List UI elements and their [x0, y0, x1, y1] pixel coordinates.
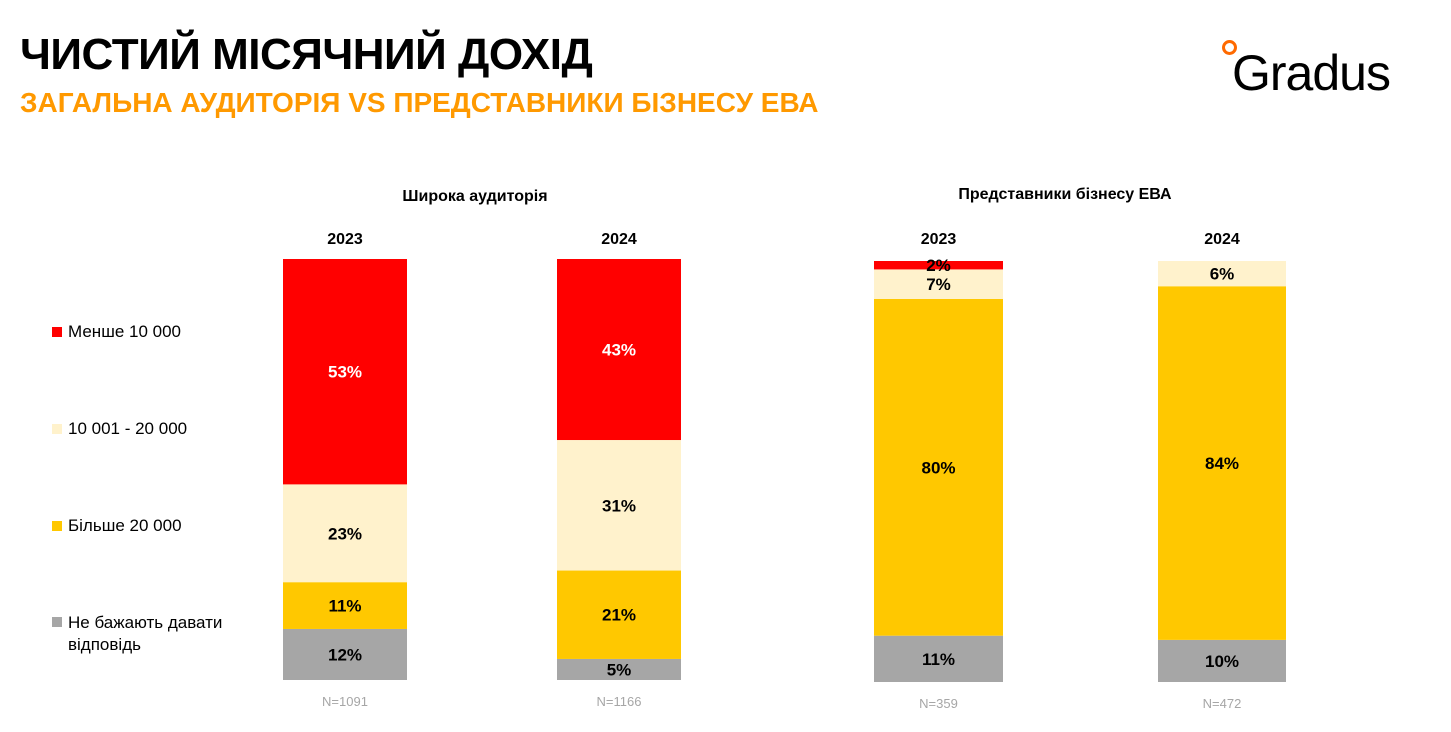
data-label: 10% — [1205, 652, 1239, 671]
legend-label: Менше 10 000 — [68, 322, 182, 341]
legend-swatch — [52, 424, 62, 434]
legend-item: Менше 10 000 — [52, 322, 181, 342]
bar-segment — [557, 259, 681, 441]
bar-segment — [874, 635, 1003, 682]
group-title-business: Представники бізнесу ЕВА — [958, 186, 1172, 203]
group-title-broad: Широка аудиторія — [402, 188, 548, 205]
x-tick-label: 2023 — [327, 231, 363, 248]
bar-segment — [283, 582, 407, 629]
legend-item: Більше 20 000 — [52, 516, 182, 536]
data-label: 7% — [926, 275, 951, 294]
legend-item: Не бажають давати відповідь — [52, 612, 252, 656]
data-label: 11% — [922, 650, 955, 669]
logo-dot-icon — [1222, 40, 1237, 55]
data-label: 21% — [602, 606, 636, 625]
sample-size-label: N=359 — [919, 696, 958, 711]
bar-segment — [283, 259, 407, 485]
x-tick-label: 2024 — [1204, 231, 1240, 248]
gradus-logo: Gradus — [1222, 40, 1432, 110]
x-tick-label: 2023 — [921, 231, 957, 248]
legend-swatch — [52, 617, 62, 627]
bar-segment — [557, 570, 681, 659]
data-label: 11% — [328, 597, 361, 616]
data-label: 80% — [921, 458, 955, 477]
bar-segment — [557, 658, 681, 680]
data-label: 84% — [1205, 454, 1239, 473]
bar-segment — [874, 298, 1003, 636]
data-label: 12% — [328, 645, 362, 664]
bar-segment — [874, 269, 1003, 299]
legend-label: Більше 20 000 — [68, 516, 182, 535]
x-tick-label: 2024 — [601, 231, 637, 248]
bar-segment — [1158, 261, 1286, 287]
legend-swatch — [52, 327, 62, 337]
data-label: 6% — [1210, 265, 1235, 284]
bar-segment — [283, 628, 407, 680]
legend-label: 10 001 - 20 000 — [68, 419, 188, 438]
bar-segment — [1158, 286, 1286, 640]
bar-segment — [874, 261, 1003, 270]
legend-swatch — [52, 521, 62, 531]
page-subtitle: ЗАГАЛЬНА АУДИТОРІЯ VS ПРЕДСТАВНИКИ БІЗНЕ… — [20, 87, 819, 118]
data-label: 31% — [602, 496, 636, 515]
data-label: 5% — [607, 660, 632, 679]
logo-text: Gradus — [1232, 45, 1391, 101]
bar-segment — [1158, 639, 1286, 682]
sample-size-label: N=1091 — [322, 694, 368, 709]
legend-item: 10 001 - 20 000 — [52, 419, 187, 439]
page-title: ЧИСТИЙ МІСЯЧНИЙ ДОХІД — [20, 30, 593, 79]
sample-size-label: N=472 — [1203, 696, 1242, 711]
bar-segment — [557, 440, 681, 571]
data-label: 23% — [328, 524, 362, 543]
data-label: 2% — [926, 256, 951, 275]
legend-label: Не бажають давати відповідь — [68, 613, 223, 654]
sample-size-label: N=1166 — [597, 694, 642, 709]
bar-segment — [283, 484, 407, 583]
data-label: 43% — [602, 341, 636, 360]
data-label: 53% — [328, 363, 362, 382]
